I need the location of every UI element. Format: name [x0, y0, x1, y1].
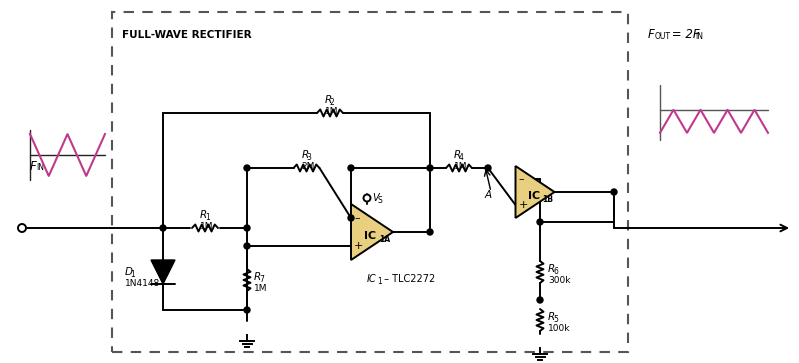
Text: 1M: 1M [325, 107, 339, 116]
Text: R: R [325, 95, 332, 105]
Text: – TLC2272: – TLC2272 [381, 274, 435, 284]
Text: 3: 3 [307, 153, 312, 162]
Circle shape [611, 189, 617, 195]
Circle shape [244, 243, 250, 249]
Text: S: S [378, 196, 383, 205]
Circle shape [244, 165, 250, 171]
Text: 1A: 1A [379, 236, 390, 245]
Text: R: R [254, 272, 261, 282]
Text: 1N4148: 1N4148 [125, 279, 161, 288]
Text: 7: 7 [259, 275, 264, 284]
Polygon shape [515, 166, 555, 218]
Text: IC: IC [364, 231, 376, 241]
Text: –: – [519, 174, 524, 184]
Circle shape [427, 229, 433, 235]
Circle shape [348, 165, 354, 171]
Circle shape [18, 224, 26, 232]
Circle shape [160, 225, 166, 231]
Text: –: – [354, 213, 360, 223]
Text: IC: IC [367, 274, 376, 284]
Text: A: A [485, 190, 492, 200]
Polygon shape [351, 204, 393, 260]
Text: F: F [30, 160, 37, 173]
Text: 2: 2 [330, 98, 335, 107]
Circle shape [537, 219, 543, 225]
Text: R: R [548, 312, 555, 322]
Circle shape [364, 195, 371, 201]
Text: R: R [548, 264, 555, 274]
Text: 1: 1 [205, 213, 210, 222]
Text: 1: 1 [130, 270, 135, 279]
Text: IN: IN [36, 163, 44, 172]
Text: 1: 1 [377, 277, 382, 286]
Text: D: D [125, 267, 133, 277]
Circle shape [348, 215, 354, 221]
Text: 1B: 1B [542, 196, 553, 204]
Polygon shape [151, 260, 175, 284]
Text: = 2F: = 2F [668, 28, 700, 41]
Text: 4: 4 [459, 153, 464, 162]
Circle shape [244, 225, 250, 231]
Text: 100k: 100k [548, 324, 570, 333]
Circle shape [537, 297, 543, 303]
Circle shape [485, 165, 491, 171]
Text: IC: IC [528, 191, 540, 201]
Text: IN: IN [695, 32, 703, 41]
Text: F: F [648, 28, 654, 41]
Circle shape [427, 165, 433, 171]
Text: 1M: 1M [254, 284, 268, 293]
Text: R: R [301, 150, 308, 160]
Text: 1M: 1M [454, 162, 467, 171]
Circle shape [244, 307, 250, 313]
Text: 1M: 1M [200, 222, 213, 231]
Text: +: + [519, 200, 528, 210]
Text: R: R [454, 150, 461, 160]
Text: 6: 6 [553, 267, 558, 276]
Text: 5: 5 [553, 315, 558, 324]
Text: OUT: OUT [655, 32, 671, 41]
Text: 300k: 300k [548, 276, 570, 285]
Text: 2M: 2M [301, 162, 315, 171]
Text: V: V [372, 193, 379, 203]
Text: FULL-WAVE RECTIFIER: FULL-WAVE RECTIFIER [122, 30, 252, 40]
Text: +: + [354, 241, 364, 251]
Text: R: R [200, 210, 207, 220]
